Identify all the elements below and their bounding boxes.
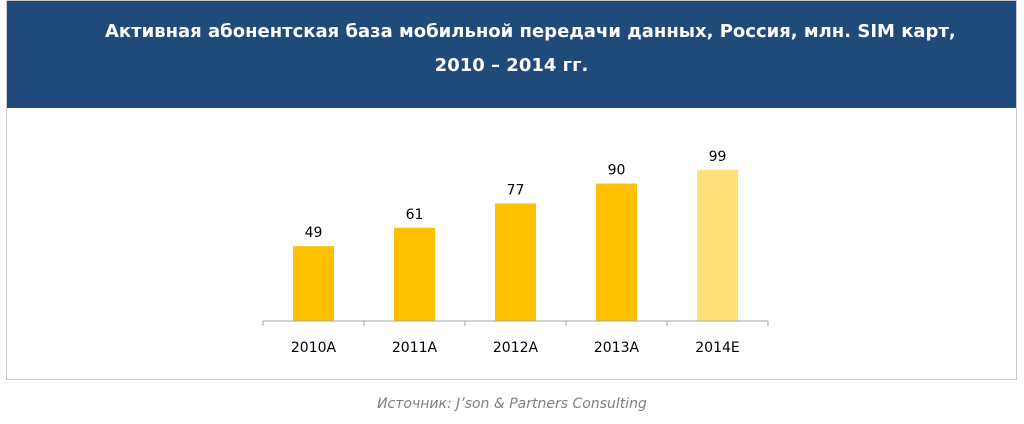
tick-label-2011A: 2011A bbox=[392, 340, 438, 356]
bar-2013A bbox=[596, 183, 637, 321]
chart-title: Активная абонентская база мобильной пере… bbox=[7, 15, 1016, 83]
bar-2012A bbox=[495, 203, 536, 321]
chart-title-line2: 2010 – 2014 гг. bbox=[434, 55, 589, 76]
source-note: Источник: J’son & Partners Consulting bbox=[377, 396, 647, 412]
data-label-2014E: 99 bbox=[709, 149, 727, 165]
chart-title-line1: Активная абонентская база мобильной пере… bbox=[105, 21, 956, 42]
bar-2011A bbox=[394, 227, 435, 321]
x-axis bbox=[262, 320, 769, 326]
bar-2010A bbox=[293, 246, 334, 321]
labels-layer: 49 2010A 61 2011A 77 2012A 90 2013A 99 2014E bbox=[291, 149, 740, 356]
bars-layer bbox=[293, 169, 738, 321]
data-label-2011A: 61 bbox=[406, 207, 424, 223]
tick-label-2014E: 2014E bbox=[695, 340, 739, 356]
tick-label-2010A: 2010A bbox=[291, 340, 337, 356]
bar-2014E bbox=[697, 169, 738, 321]
chart-header: Активная абонентская база мобильной пере… bbox=[7, 1, 1016, 108]
tick-label-2013A: 2013A bbox=[594, 340, 640, 356]
data-label-2012A: 77 bbox=[507, 182, 525, 198]
data-label-2013A: 90 bbox=[608, 163, 626, 179]
data-label-2010A: 49 bbox=[305, 225, 323, 241]
tick-label-2012A: 2012A bbox=[493, 340, 539, 356]
